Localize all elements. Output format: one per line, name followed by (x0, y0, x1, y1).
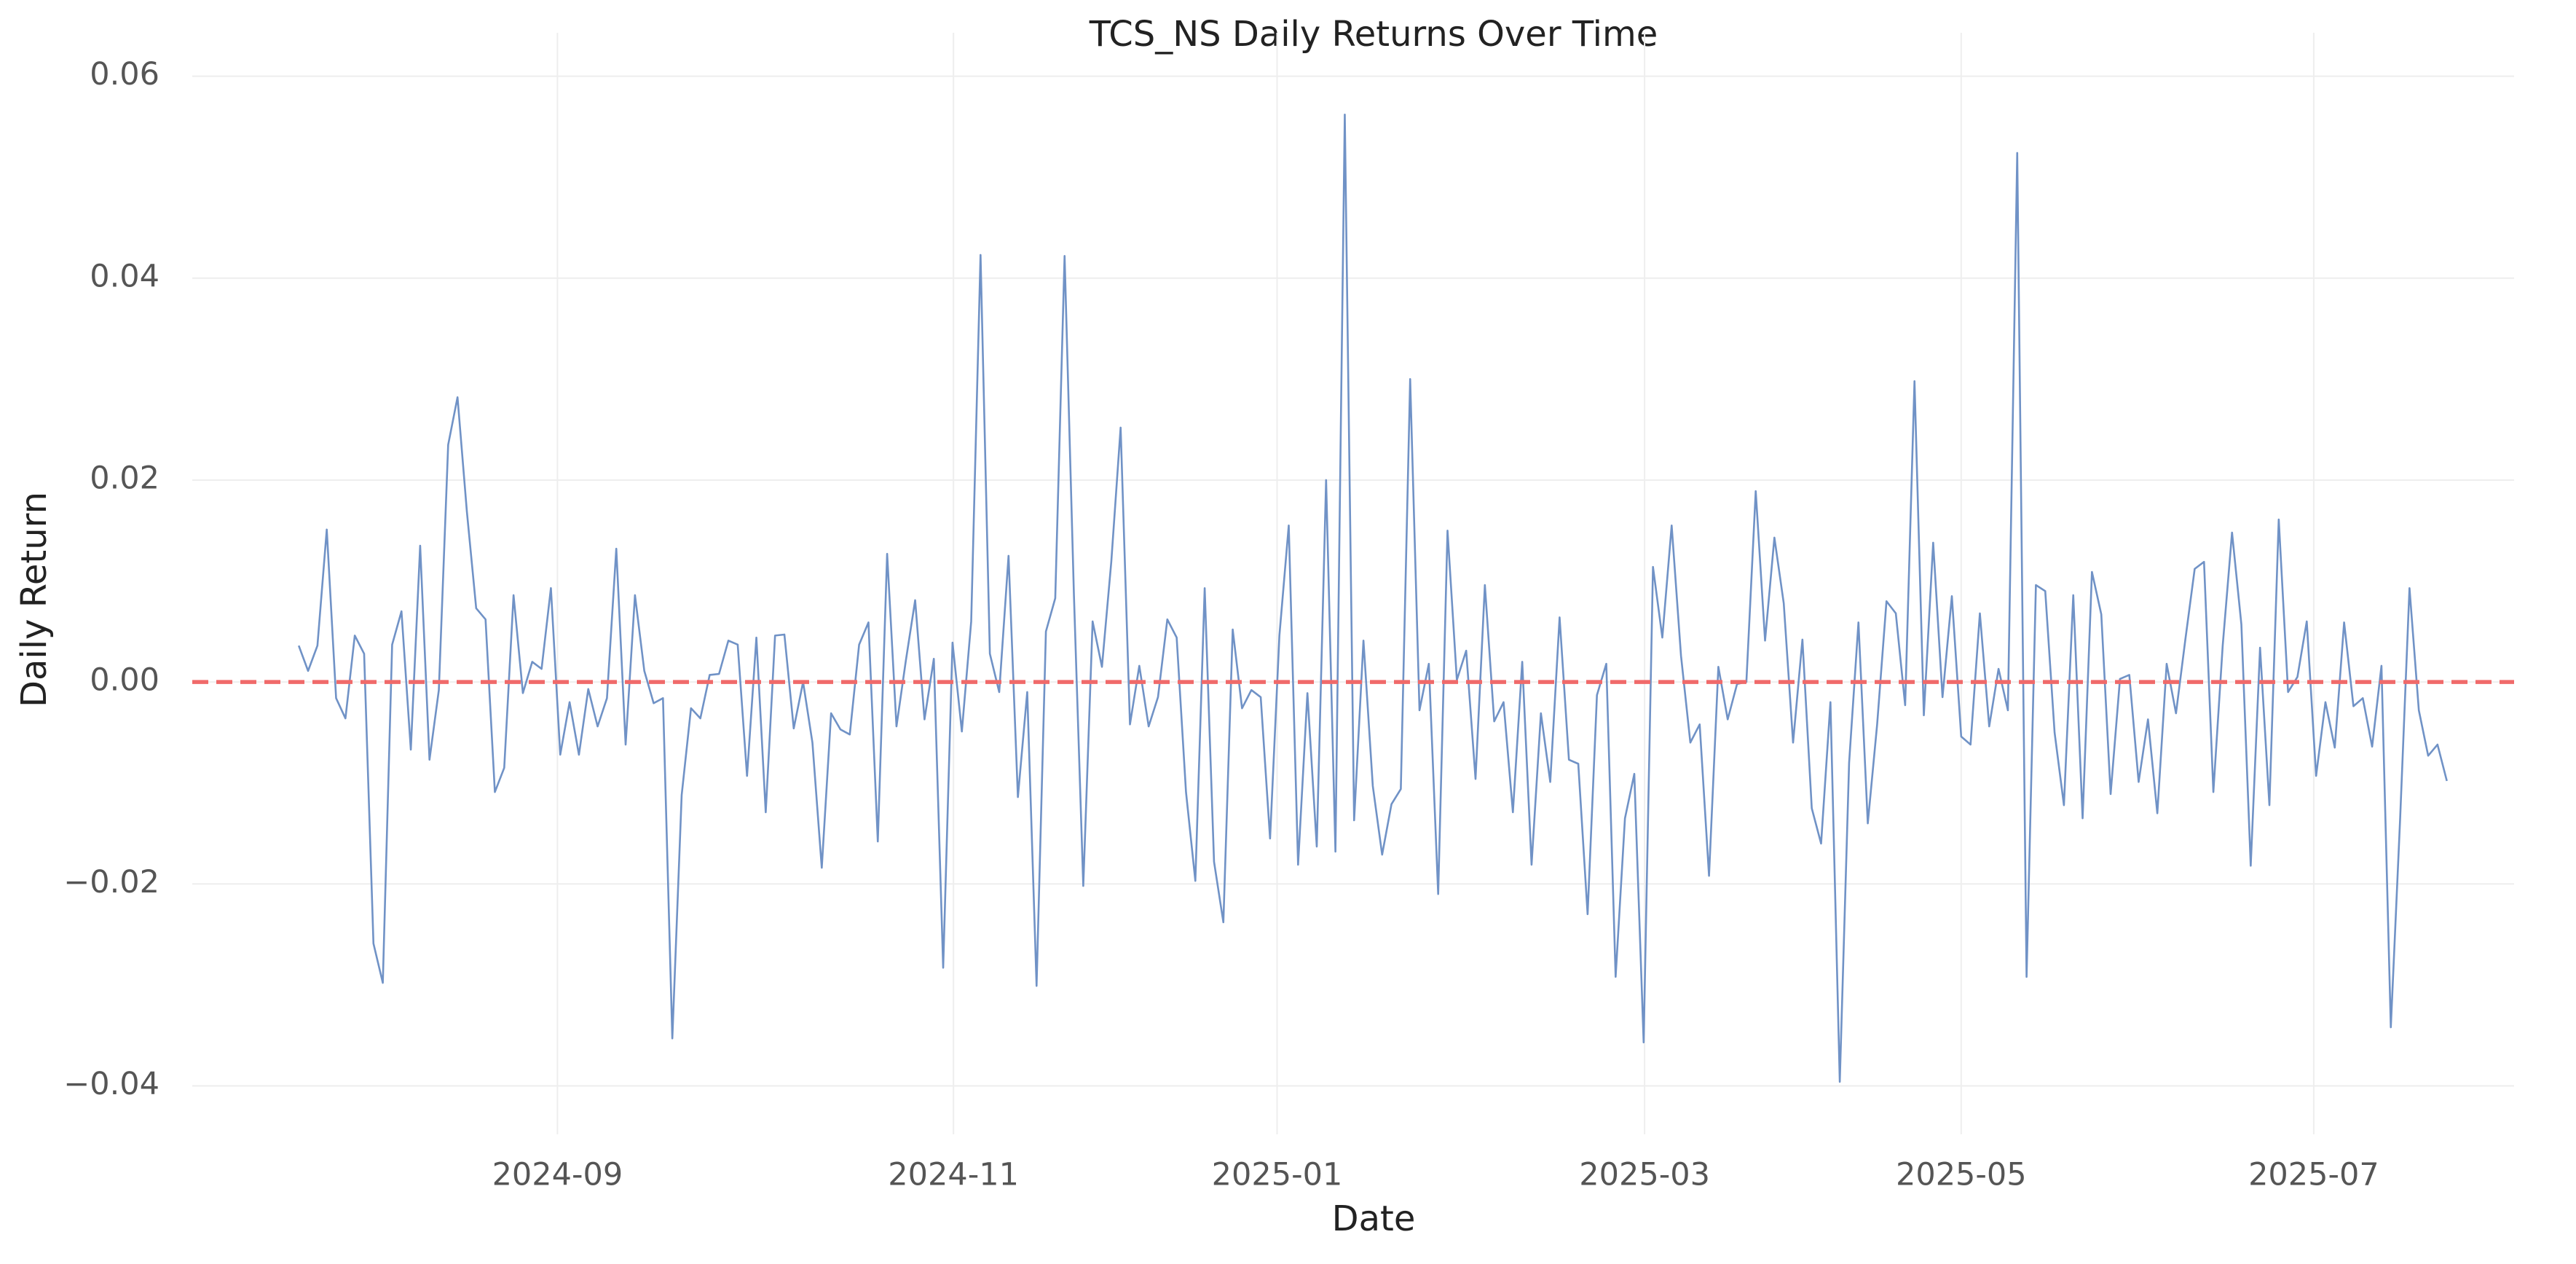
x-tick-label: 2024-09 (492, 1157, 623, 1193)
x-tick-label: 2025-07 (2248, 1157, 2379, 1193)
y-axis-label: Daily Return (14, 492, 55, 707)
data-line (297, 113, 2448, 1083)
chart-title: TCS_NS Daily Returns Over Time (1089, 14, 1658, 55)
y-tick-label: 0.00 (90, 662, 159, 699)
y-tick-label: 0.02 (90, 460, 159, 496)
x-axis-label: Date (1332, 1198, 1416, 1239)
x-tick-label: 2025-05 (1896, 1157, 2027, 1193)
x-tick-label: 2025-01 (1212, 1157, 1343, 1193)
y-tick-label: −0.02 (63, 864, 159, 900)
y-tick-label: −0.04 (63, 1066, 159, 1102)
x-tick-label: 2024-11 (888, 1157, 1019, 1193)
y-tick-label: 0.04 (90, 258, 159, 294)
x-tick-label: 2025-03 (1579, 1157, 1710, 1193)
y-tick-label: 0.06 (90, 56, 159, 93)
